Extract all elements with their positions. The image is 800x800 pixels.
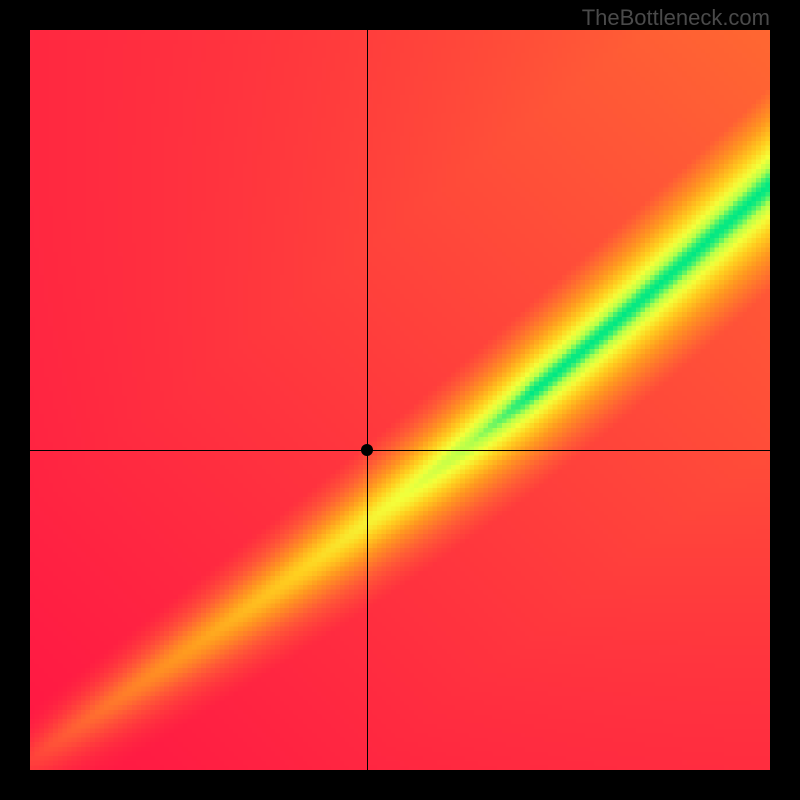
heatmap-plot (30, 30, 770, 770)
heatmap-canvas (30, 30, 770, 770)
crosshair-vertical (367, 30, 368, 770)
marker-dot (361, 444, 373, 456)
watermark-text: TheBottleneck.com (582, 5, 770, 31)
crosshair-horizontal (30, 450, 770, 451)
